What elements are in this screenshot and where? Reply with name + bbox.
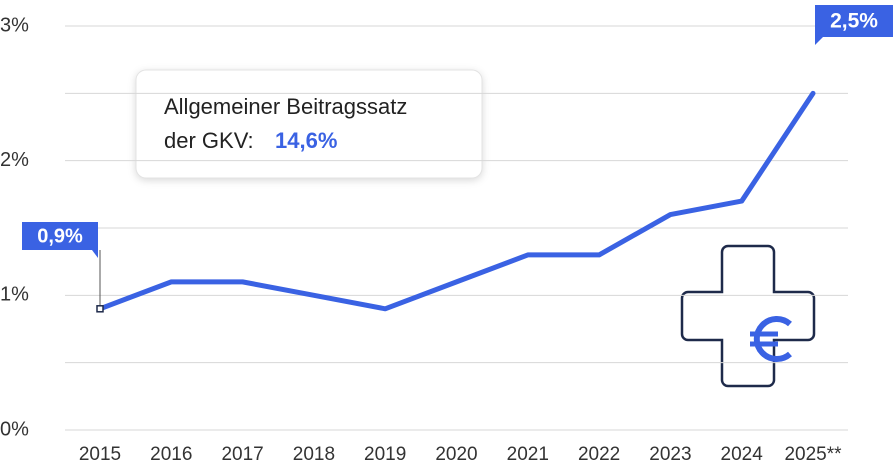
x-tick-label: 2017 (221, 444, 263, 465)
y-tick-label: 0% (0, 418, 29, 440)
value-label: 0,9% (37, 225, 83, 247)
x-tick-label: 2020 (435, 444, 477, 465)
x-tick-label: 2015 (79, 444, 121, 465)
euro-arc (753, 316, 792, 362)
annotation: Allgemeiner Beitragssatz der GKV: 14,6% (135, 69, 483, 179)
annotation-box (135, 69, 483, 179)
x-tick-label: 2024 (721, 444, 764, 465)
y-tick-label: 1% (0, 284, 29, 306)
x-tick-label: 2018 (293, 444, 335, 465)
annotation-line: Allgemeiner Beitragssatz (164, 94, 407, 119)
plot: 0% 1% 2% 3% 2015 2016 2017 2018 2019 2020 2021 2022… (0, 5, 893, 465)
y-tick-label: 2% (0, 149, 29, 171)
cross (680, 244, 816, 388)
label-box (815, 5, 893, 45)
annotation-highlight: 14,6% (275, 128, 337, 153)
x-tick-label: 2025** (784, 444, 842, 465)
label-box (22, 222, 98, 258)
x-tick-label: 2019 (364, 444, 406, 465)
x-tick-label: 2022 (578, 444, 620, 465)
value-label: 2,5% (830, 10, 878, 33)
x-tick-label: 2016 (150, 444, 192, 465)
icon (680, 244, 816, 388)
annotation-line: der GKV: (164, 128, 254, 153)
x-tick-label: 2021 (507, 444, 549, 465)
euro-bars (750, 331, 778, 347)
point-marker (96, 305, 104, 313)
line (97, 90, 816, 312)
x-tick-label: 2023 (649, 444, 691, 465)
y-tick-label: 3% (0, 14, 29, 36)
